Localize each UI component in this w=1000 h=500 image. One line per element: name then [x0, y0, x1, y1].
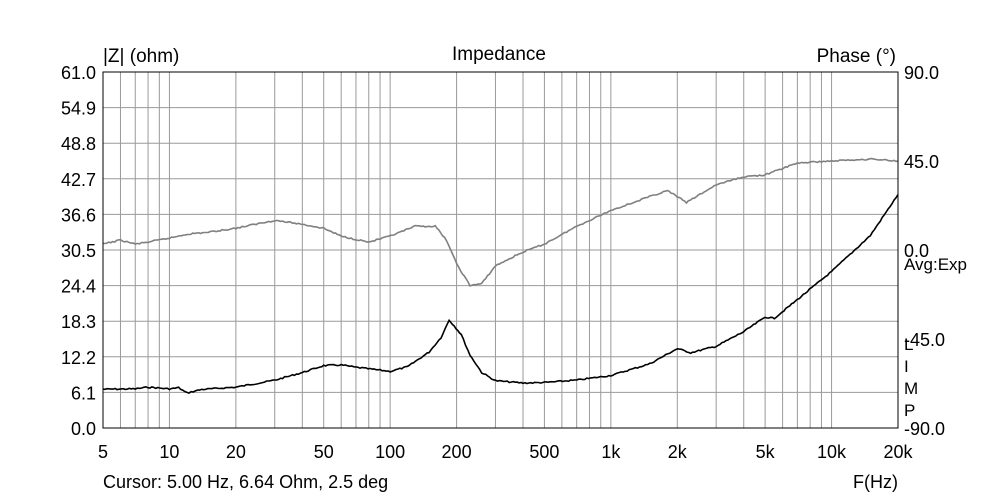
left-tick-label: 48.8 — [61, 134, 96, 154]
right-tick-labels: 90.0 45.0 0.0 -45.0 -90.0 — [904, 63, 945, 439]
x-tick-label: 100 — [375, 442, 405, 462]
x-tick-labels: 5 10 20 50 100 200 500 1k 2k 5k 10k 20k — [98, 442, 914, 462]
x-tick-label: 20 — [226, 442, 246, 462]
legend-p: P — [904, 401, 915, 420]
right-tick-label: 45.0 — [904, 152, 939, 172]
left-tick-label: 36.6 — [61, 205, 96, 225]
grid-lines — [102, 71, 899, 429]
left-axis-label: |Z| (ohm) — [103, 46, 179, 67]
left-tick-label: 24.4 — [61, 277, 96, 297]
left-tick-label: 42.7 — [61, 170, 96, 190]
left-tick-label: 54.9 — [61, 99, 96, 119]
legend-i: I — [904, 357, 909, 376]
x-tick-label: 20k — [883, 442, 913, 462]
left-tick-label: 18.3 — [61, 312, 96, 332]
x-tick-label: 10k — [817, 442, 847, 462]
left-tick-label: 0.0 — [71, 419, 96, 439]
cursor-readout: Cursor: 5.00 Hz, 6.64 Ohm, 2.5 deg — [103, 472, 388, 492]
left-tick-label: 6.1 — [71, 383, 96, 403]
x-tick-label: 200 — [442, 442, 472, 462]
plot-frame — [102, 71, 899, 429]
x-tick-label: 500 — [529, 442, 559, 462]
right-tick-label: 90.0 — [904, 63, 939, 83]
legend-l: L — [904, 335, 913, 354]
right-tick-label: -45.0 — [904, 330, 945, 350]
x-tick-label: 1k — [601, 442, 621, 462]
chart-title: Impedance — [452, 44, 546, 65]
x-tick-label: 2k — [668, 442, 688, 462]
x-axis-label: F(Hz) — [853, 472, 898, 492]
right-tick-label: 0.0 — [904, 241, 929, 261]
right-axis-label: Phase (°) — [817, 46, 896, 67]
left-tick-label: 61.0 — [61, 63, 96, 83]
x-tick-label: 5k — [756, 442, 776, 462]
legend-avg: Avg:Exp — [904, 255, 967, 274]
left-tick-label: 12.2 — [61, 348, 96, 368]
series-lines — [102, 157, 899, 394]
impedance-magnitude-line — [102, 194, 899, 394]
phase-line — [102, 157, 899, 287]
left-tick-labels: 61.0 54.9 48.8 42.7 36.6 30.5 24.4 18.3 12.2 6.1 0… — [61, 63, 96, 439]
legend-m: M — [904, 379, 918, 398]
left-tick-label: 30.5 — [61, 241, 96, 261]
x-tick-label: 50 — [314, 442, 334, 462]
right-tick-label: -90.0 — [904, 419, 945, 439]
x-tick-label: 10 — [159, 442, 179, 462]
x-tick-label: 5 — [98, 442, 108, 462]
